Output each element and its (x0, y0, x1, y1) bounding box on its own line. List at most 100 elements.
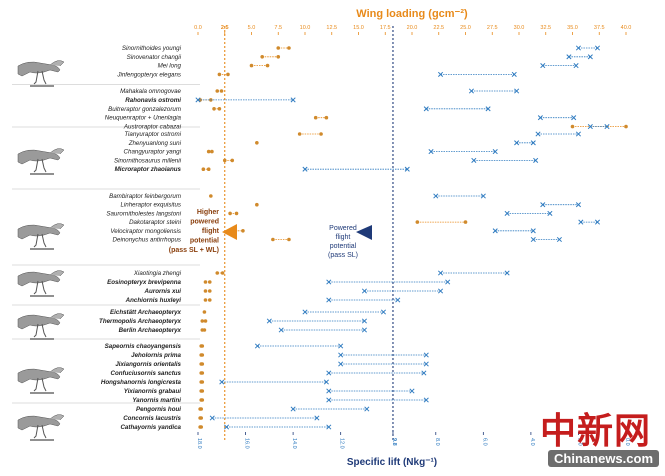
specific-lift-max-point (421, 370, 427, 376)
specific-lift-min-point (587, 124, 593, 130)
skeleton-legs (33, 424, 47, 439)
specific-lift-max-point (445, 279, 451, 285)
bottom-axis-tick-label: 9.8 (391, 438, 397, 446)
cross-stroke (421, 370, 427, 376)
taxon-label: Changyuraptor yangi (124, 149, 182, 156)
wing-loading-max-point (324, 115, 329, 120)
orange-annotation-line: flight (202, 228, 220, 235)
wing-loading-min-point (217, 72, 222, 77)
top-axis-tick-label: 30.0 (514, 25, 525, 31)
cross-stroke (338, 361, 344, 367)
orange-annotation-line: Higher (197, 209, 219, 216)
specific-lift-max-point (314, 415, 320, 421)
skeleton-legs (33, 233, 47, 248)
specific-lift-max-point (290, 97, 296, 103)
cross-stroke (423, 352, 429, 358)
wing-loading-max-point (207, 298, 212, 302)
wing-loading-max-point (202, 328, 207, 332)
wing-loading-max-point (217, 107, 222, 111)
cross-stroke (604, 124, 610, 130)
specific-lift-min-point (492, 228, 498, 234)
specific-lift-max-point (492, 149, 498, 155)
wing-loading-min-point (222, 158, 227, 163)
wing-loading-max-point (199, 425, 204, 429)
wing-loading-max-point (463, 220, 468, 224)
skeleton-body (17, 149, 61, 165)
silhouette-layer (17, 60, 65, 441)
cross-stroke (290, 406, 296, 412)
skeleton-neck (49, 270, 65, 277)
cross-stroke (326, 297, 332, 303)
orange-arrow-icon (222, 224, 237, 240)
specific-lift-min-point (266, 318, 272, 324)
specific-lift-min-point (338, 352, 344, 358)
cross-stroke (326, 424, 332, 430)
wing-loading-min-point (297, 132, 302, 136)
cross-stroke (573, 63, 579, 69)
taxon-label: Confuciusornis sanctus (111, 370, 182, 377)
taxon-label: Neuquenraptor + Unenlagia (105, 115, 182, 122)
top-axis-tick-label: 22.5 (433, 25, 444, 31)
dinosaur-skeleton-icon (17, 60, 65, 87)
specific-lift-max-point (604, 124, 610, 130)
top-axis-tick-label: 35.0 (567, 25, 578, 31)
specific-lift-max-point (573, 63, 579, 69)
wing-loading-min-point (260, 55, 265, 59)
specific-lift-min-point (578, 219, 584, 225)
taxon-label: Sapeornis chaoyangensis (105, 343, 182, 350)
skeleton-legs (33, 70, 47, 85)
specific-lift-min-point (219, 379, 225, 385)
specific-lift-max-point (504, 270, 510, 276)
skeleton-neck (49, 367, 65, 374)
cross-stroke (326, 397, 332, 403)
marks-layer (195, 45, 628, 430)
wing-loading-max-point (220, 271, 225, 275)
top-axis-tick-label: 10.0 (300, 25, 311, 31)
wing-loading-max-point (219, 89, 224, 93)
specific-lift-max-point (326, 424, 332, 430)
wing-loading-min-point (215, 271, 220, 275)
specific-lift-min-point (566, 54, 572, 60)
top-axis-tick-label: 37.5 (594, 25, 605, 31)
specific-lift-min-point (338, 361, 344, 367)
taxon-label: Sinornithosaurus millenii (114, 157, 182, 164)
cross-stroke (566, 54, 572, 60)
cross-stroke (594, 45, 601, 51)
taxon-label: Bambiraptor feinbergorum (109, 193, 181, 200)
wing-loading-min-point (228, 211, 232, 216)
specific-lift-max-point (587, 54, 593, 60)
bottom-axis-tick-label: 0.0 (624, 438, 630, 446)
skeleton-body (17, 61, 61, 77)
bottom-axis-tick-label: 2.0 (576, 438, 582, 446)
specific-lift-min-point (361, 288, 367, 294)
wing-loading-max-point (624, 124, 628, 129)
wing-loading-min-point (203, 280, 208, 284)
skeleton-neck (49, 223, 65, 230)
wing-loading-max-point (200, 344, 205, 348)
taxon-label: Pengornis houi (136, 406, 181, 413)
specific-lift-min-point (302, 166, 308, 172)
wing-loading-max-point (207, 280, 212, 284)
specific-lift-max-point (575, 202, 581, 208)
wing-loading-max-point (199, 416, 204, 420)
specific-lift-max-point (547, 210, 553, 216)
top-axis-tick-label: 25.0 (460, 25, 471, 31)
dinosaur-skeleton-icon (17, 148, 65, 175)
bottom-axis-tick-label: 14.0 (291, 438, 297, 449)
specific-lift-max-point (511, 71, 517, 77)
top-axis-tick-label: 27.5 (487, 25, 498, 31)
specific-lift-max-point (364, 406, 370, 412)
taxon-label: Yixianornis grabaui (124, 388, 181, 395)
cross-stroke (338, 343, 344, 349)
taxon-label: Yanornis martini (132, 397, 181, 404)
cross-stroke (530, 236, 536, 243)
top-axis-tick-label: 17.5 (380, 25, 391, 31)
taxon-label: Buitreraptor gonzalezorum (108, 106, 181, 113)
wing-loading-max-point (206, 167, 211, 171)
cross-stroke (423, 397, 429, 403)
wing-loading-min-point (203, 289, 208, 293)
top-axis-tick-label: 15.0 (353, 25, 364, 31)
wing-loading-max-point (265, 63, 270, 68)
blue-annotation-line: potential (330, 243, 357, 250)
cross-stroke (326, 388, 332, 394)
